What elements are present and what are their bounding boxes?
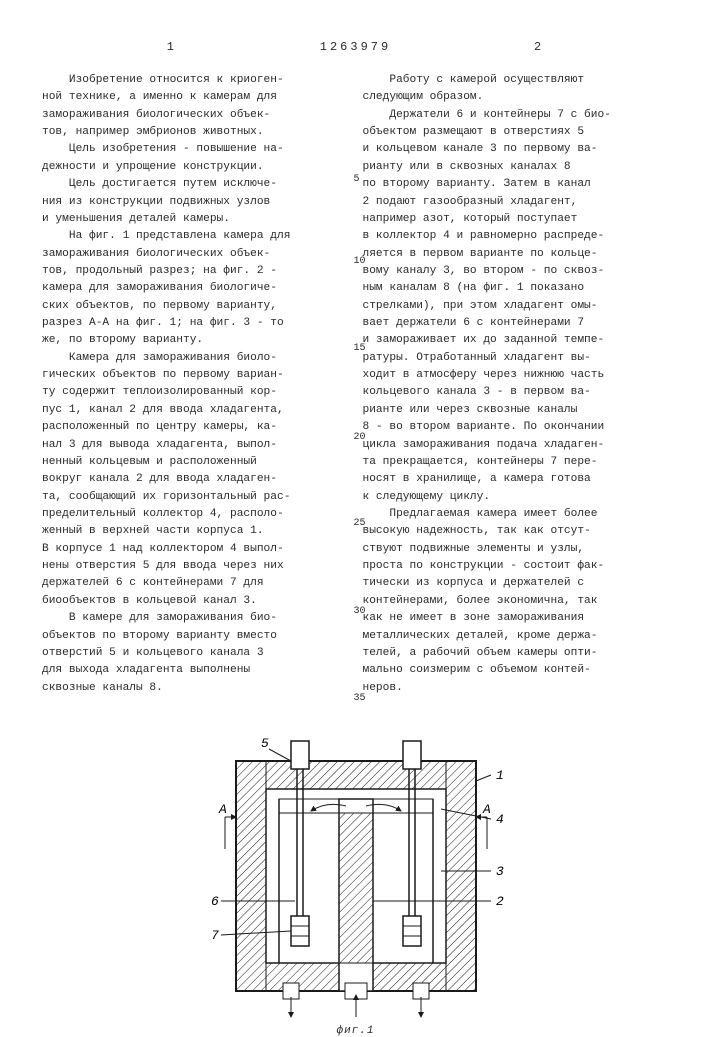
fig-label-7: 7 xyxy=(211,928,219,943)
fig-label-6: 6 xyxy=(211,894,219,909)
fig-label-5: 5 xyxy=(261,736,269,751)
figure-svg: 5 1 4 3 2 6 7 А А xyxy=(191,721,521,1021)
fig-label-1: 1 xyxy=(496,768,504,783)
fig-label-A2: А xyxy=(482,802,491,817)
page-header: 1 1263979 2 xyxy=(42,40,669,54)
fig-label-A1: А xyxy=(218,802,227,817)
fig-label-4: 4 xyxy=(496,812,504,827)
text-columns: Изобретение относится к криоген- ной тех… xyxy=(42,72,669,697)
right-column: Работу с камерой осуществляют следующим … xyxy=(363,72,670,697)
fig-label-2: 2 xyxy=(496,894,504,909)
page-num-right: 2 xyxy=(534,40,544,54)
patent-number: 1263979 xyxy=(320,40,391,54)
fig-label-3: 3 xyxy=(496,864,504,879)
figure-caption: фиг.1 xyxy=(42,1025,669,1037)
figure-1: 5 1 4 3 2 6 7 А А фиг.1 xyxy=(42,721,669,1037)
page-num-left: 1 xyxy=(167,40,177,54)
left-column: Изобретение относится к криоген- ной тех… xyxy=(42,72,349,697)
